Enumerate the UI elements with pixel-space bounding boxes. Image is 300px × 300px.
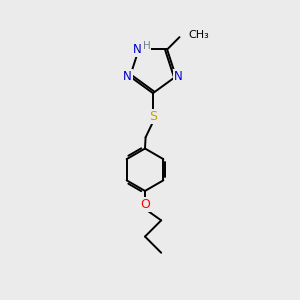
Text: N: N <box>123 70 132 83</box>
Text: N: N <box>174 70 183 83</box>
Text: CH₃: CH₃ <box>188 30 209 40</box>
Text: H: H <box>143 41 151 51</box>
Text: O: O <box>140 198 150 211</box>
Text: S: S <box>149 110 157 123</box>
Text: N: N <box>133 43 142 56</box>
